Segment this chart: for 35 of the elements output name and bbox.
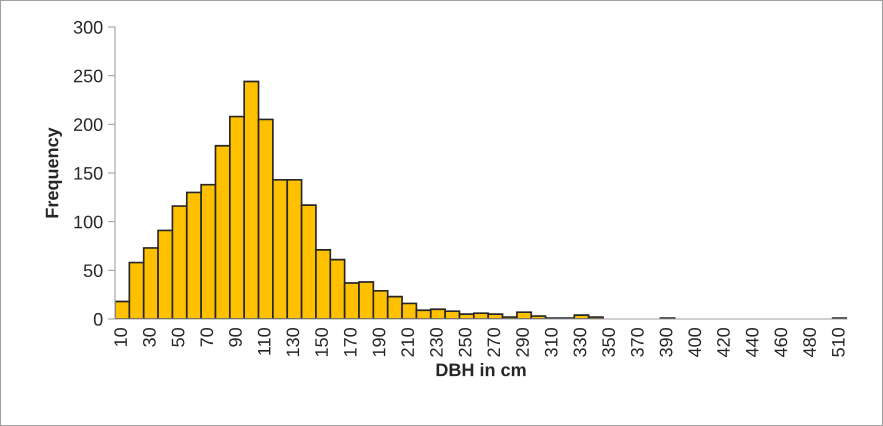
x-tick-label: 90 <box>229 328 242 347</box>
x-tick-label: 70 <box>200 328 214 346</box>
y-axis-title: Frequency <box>46 127 62 218</box>
x-tick-label: 110 <box>258 328 271 355</box>
y-tick-label: 250 <box>74 70 102 82</box>
y-tick-label: 200 <box>74 118 102 132</box>
y-tick-label: 300 <box>74 20 102 34</box>
x-tick-label: 460 <box>774 328 788 358</box>
x-tick-label: 480 <box>803 328 816 358</box>
x-tick-label: 10 <box>114 328 128 346</box>
x-tick-label: 170 <box>344 328 357 356</box>
x-tick-label: 330 <box>574 328 586 357</box>
x-tick-label: 400 <box>688 328 702 358</box>
x-axis-title: DBH in cm <box>436 363 526 376</box>
y-tick-label: 50 <box>84 264 102 278</box>
x-tick-label: 30 <box>142 328 156 347</box>
x-tick-label: 370 <box>630 328 644 357</box>
x-tick-label: 510 <box>832 328 845 357</box>
y-tick-label: 0 <box>94 312 102 326</box>
x-tick-label: 290 <box>516 328 529 357</box>
x-tick-label: 440 <box>746 328 759 358</box>
y-tick-label: 100 <box>74 216 102 228</box>
x-tick-label: 210 <box>401 328 414 357</box>
x-tick-label: 190 <box>372 328 386 356</box>
x-tick-label: 50 <box>172 328 184 347</box>
x-tick-label: 390 <box>660 328 672 357</box>
x-tick-label: 420 <box>717 328 730 358</box>
x-tick-label: 270 <box>487 328 500 357</box>
x-tick-label: 230 <box>430 328 443 357</box>
x-tick-label: 130 <box>286 328 300 356</box>
x-tick-label: 150 <box>315 328 328 356</box>
x-tick-label: 310 <box>544 328 558 357</box>
x-tick-label: 250 <box>458 328 472 357</box>
y-tick-label: 150 <box>74 166 102 180</box>
x-tick-label: 350 <box>602 328 616 357</box>
